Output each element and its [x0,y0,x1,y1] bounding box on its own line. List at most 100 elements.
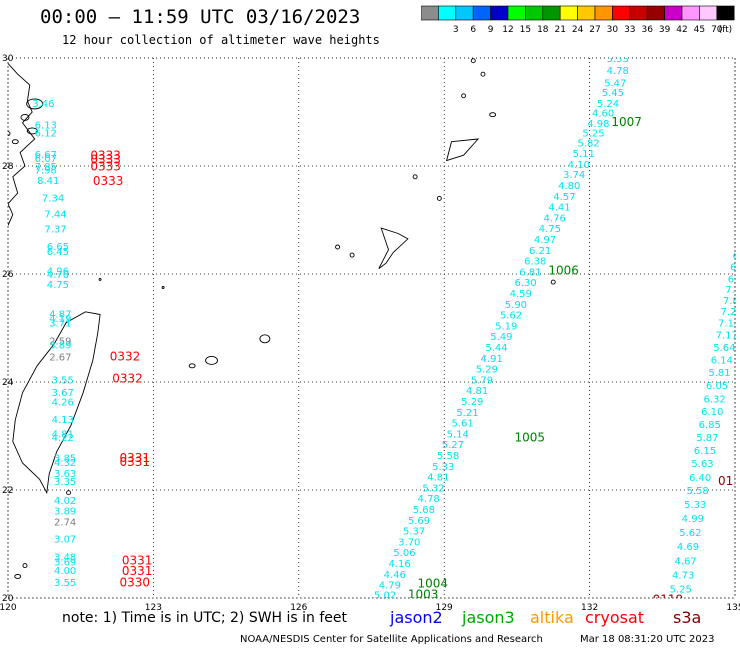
legend-label: 33 [624,25,635,35]
wave-height-label: 5.62 [679,528,701,539]
small-island [489,112,497,118]
pass-time-label: 0331 [122,564,153,578]
wave-height-label: 7.14 [718,319,740,330]
wave-height-label: 6.45 [47,247,69,258]
wave-height-label: 6.12 [35,129,57,140]
wave-height-label: 4.98 [587,119,609,130]
wave-height-label: 6 [730,263,736,274]
pass-time-label: 0333 [93,174,124,188]
wave-height-label: 6.32 [703,394,725,405]
wave-height-label: 5.68 [413,505,435,516]
wave-height-label: 7.20 [720,307,740,318]
wave-height-label: 5.33 [432,462,454,473]
wave-height-label: 5.44 [485,343,507,354]
wave-height-label: 5.29 [461,397,483,408]
lon-tick-label: 126 [290,603,307,613]
wave-height-label: 6.21 [529,246,551,257]
small-island [66,490,72,496]
wave-height-label: 5.29 [476,365,498,376]
wave-height-label: 4.79 [379,581,401,592]
pass-time-label: 1007 [611,115,642,129]
page-title: 00:00 — 11:59 UTC 03/16/2023 [40,6,361,28]
small-island [480,71,486,77]
taiwan-island [12,311,101,495]
satellite-jason3: jason3 [462,608,515,627]
wave-height-label: 3.07 [54,535,76,546]
wave-height-label: 6.15 [694,446,716,457]
wave-height-label: 4.19 [49,314,71,325]
wave-height-label: 6.30 [514,278,536,289]
legend-label: 6 [470,25,476,35]
wave-height-label: 4.81 [427,473,449,484]
wave-height-label: 5.27 [442,440,464,451]
legend-unit: (ft) [719,25,733,35]
wave-height-label: 6.40 [689,473,711,484]
wave-height-label: 5.79 [471,375,493,386]
wave-height-label: 4.78 [607,66,629,77]
wave-height-label: 6 [735,241,740,252]
page-subtitle: 12 hour collection of altimeter wave hei… [62,33,380,47]
small-island [26,98,44,110]
wave-height-label: 5.14 [447,429,469,440]
small-island [8,131,11,137]
wave-height-label: 5.82 [577,138,599,149]
legend-label: 3 [453,25,459,35]
wave-height-label: 7.85 [35,162,57,173]
china-coast [8,63,36,226]
wave-height-label: 4.69 [677,542,699,553]
lon-tick-label: 129 [436,603,453,613]
wave-height-label: 2.59 [49,337,71,348]
small-island [412,174,418,180]
wave-height-label: 5.25 [670,584,692,595]
created-timestamp: Mar 18 08:31:20 UTC 2023 [580,634,715,645]
legend-label: 45 [694,25,705,35]
wave-height-label: 7.8 [723,296,739,307]
credit-text: NOAA/NESDIS Center for Satellite Applica… [240,634,543,645]
pass-time-label: 1005 [514,431,545,445]
satellite-s3a: s3a [673,608,702,627]
small-island [98,277,102,281]
amami-island [445,138,480,162]
okinawa-island [378,227,409,269]
wave-height-label: 6.81 [519,267,541,278]
pass-time-label: 1006 [548,263,579,277]
small-island [11,139,19,145]
wave-height-label: 4.10 [568,160,590,171]
wave-height-label: 2.74 [54,517,76,528]
wave-height-label: 5.87 [696,433,718,444]
lon-tick-label: 123 [145,603,162,613]
wave-height-label: 5.47 [604,78,626,89]
wave-height-label: 5.53 [607,54,629,65]
wave-height-label: 3.46 [32,99,54,110]
wave-height-label: 3.89 [49,340,71,351]
wave-height-label: 3.55 [54,578,76,589]
wave-height-label: 5.25 [582,129,604,140]
wave-height-label: 4.32 [54,458,76,469]
small-island [20,113,30,121]
wave-height-label: 6.10 [701,407,723,418]
wave-height-label: 4.02 [54,496,76,507]
small-island [349,252,355,258]
wave-height-label: 5.64 [713,343,735,354]
wave-height-label: 4.78 [418,494,440,505]
lon-tick-label: 135 [726,603,740,613]
wave-height-label: 5.62 [500,311,522,322]
legend-label: 27 [589,25,600,35]
pass-time-label: 0332 [110,350,141,364]
legend-label: 21 [554,25,565,35]
wave-height-label: 4.16 [388,559,410,570]
wave-height-label: 4.60 [592,109,614,120]
wave-height-label: 5.81 [708,368,730,379]
wave-height-label: 4.97 [534,235,556,246]
wave-height-label: 3.71 [49,319,71,330]
wave-height-label: 5.22 [369,600,391,611]
lon-tick-label: 132 [581,603,598,613]
wave-height-label: 3.67 [52,388,74,399]
pass-time-label: 1003 [408,587,439,601]
pass-time-label: 0333 [90,148,121,162]
wave-height-label: 6.6 [728,274,740,285]
footer-note: note: 1) Time is in UTC; 2) SWH is in fe… [62,610,348,626]
wave-height-label: 5.11 [573,149,595,160]
wave-height-label: 4.81 [52,429,74,440]
